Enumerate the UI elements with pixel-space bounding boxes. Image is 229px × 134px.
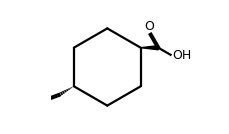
Polygon shape <box>140 46 158 50</box>
Text: OH: OH <box>171 49 191 62</box>
Text: O: O <box>144 20 154 33</box>
